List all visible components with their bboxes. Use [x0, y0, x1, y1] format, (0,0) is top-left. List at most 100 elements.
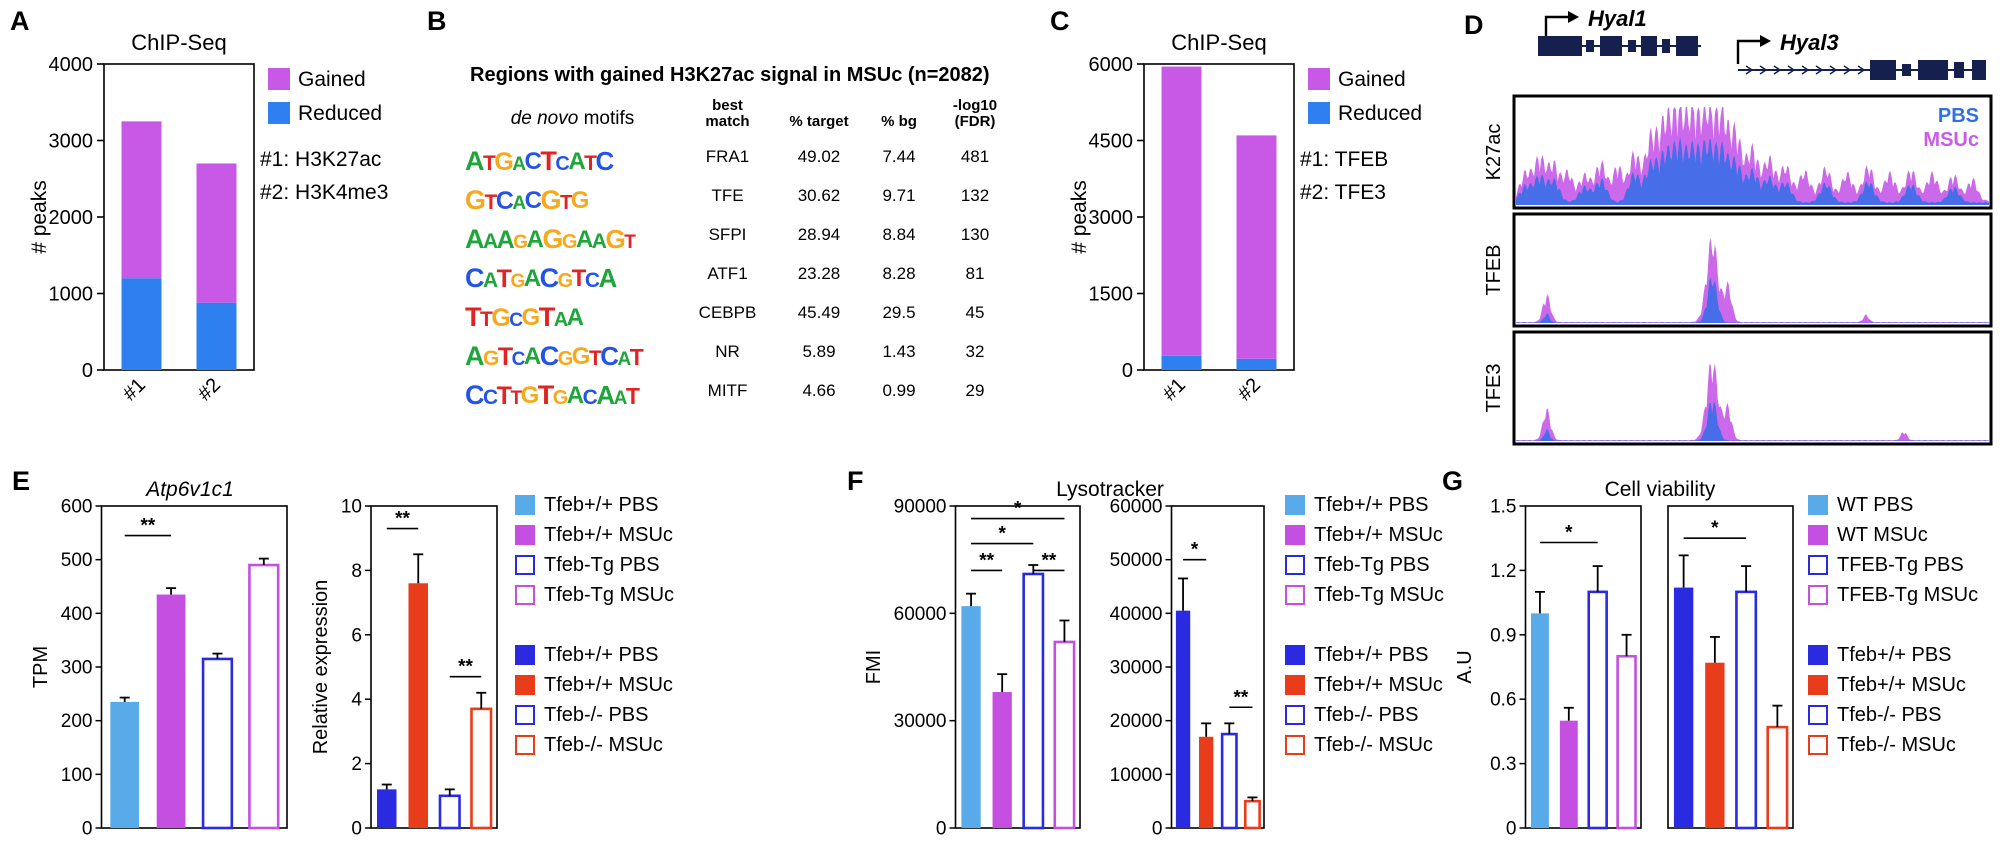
bar: [201, 657, 234, 830]
motif-fdr: 29: [965, 380, 985, 400]
motif-best-match: MITF: [707, 380, 748, 400]
fdr-header: -log10 (FDR): [952, 97, 998, 130]
legend-label: Tfeb+/+ PBS: [544, 493, 659, 516]
panel-a-label: A: [10, 6, 30, 36]
motif-best-match: TFE: [711, 185, 744, 205]
legend-item: Tfeb-Tg PBS: [1285, 550, 1444, 580]
legend-label: TFEB-Tg PBS: [1837, 553, 1964, 576]
motif-letter: G: [542, 223, 563, 254]
motif-pct-bg: 8.84: [882, 224, 916, 244]
y-tick-label: 60000: [894, 604, 947, 625]
legend-item: Tfeb+/+ MSUc: [1285, 520, 1444, 550]
y-axis-label: A.U: [1454, 650, 1476, 683]
chart-title: ChIP-Seq: [1171, 30, 1266, 55]
legend-label: WT MSUc: [1837, 523, 1928, 546]
bar: [1053, 640, 1076, 830]
legend-item: Tfeb-/- PBS: [1285, 700, 1444, 730]
legend-item: TFEB-Tg MSUc: [1808, 580, 1978, 610]
intron-arrow: [1773, 65, 1782, 75]
bar: [1243, 799, 1261, 830]
y-tick-label: 0.6: [1490, 690, 1516, 711]
legend-swatch: [1808, 525, 1828, 545]
y-tick-label: 4000: [49, 54, 94, 76]
motif-letter: C: [495, 186, 514, 215]
intron-arrow: [1829, 65, 1838, 75]
significance-label: **: [979, 550, 994, 571]
y-tick-label: 1.5: [1490, 497, 1516, 518]
track-legend-msuc: MSUc: [1923, 129, 1979, 151]
motif-letter: G: [494, 147, 513, 176]
motif-letter: A: [465, 340, 485, 371]
motif-letter: T: [540, 145, 557, 176]
motif-letter: G: [552, 387, 569, 410]
legend-label: TFEB-Tg MSUc: [1837, 583, 1979, 606]
gene-model-diagram: Hyal1 Hyal3: [1538, 6, 1986, 80]
motif-letter: T: [571, 265, 587, 293]
lysotracker-title: Lysotracker: [1056, 478, 1164, 501]
legend-swatch: [515, 675, 535, 695]
motif-letter: C: [483, 386, 498, 410]
motif-letter: A: [483, 230, 498, 254]
y-tick-label: 100: [61, 765, 93, 786]
motif-letter: C: [465, 262, 485, 293]
y-tick-label: 6: [351, 625, 362, 646]
motif-table-header: de novo motifs best match % target % bg -log…: [465, 98, 1025, 130]
legend-item: Tfeb-/- PBS: [515, 700, 674, 730]
legend-swatch: [1285, 675, 1305, 695]
motif-fdr: 32: [965, 341, 985, 361]
legend-item: Tfeb+/+ MSUc: [515, 670, 674, 700]
y-tick-label: 3000: [49, 131, 94, 153]
legend-item: TFEB-Tg PBS: [1808, 550, 1978, 580]
legend-swatch: [1308, 68, 1330, 90]
y-tick-label: 40000: [1110, 604, 1163, 625]
legend-swatch: [1808, 735, 1828, 755]
motif-best-match: FRA1: [705, 146, 750, 166]
bar: [1530, 613, 1549, 828]
legend-group: Tfeb+/+ PBS Tfeb+/+ MSUc Tfeb-/- PBS Tfeb-/…: [1808, 640, 1978, 760]
x-category-label: #1: [119, 374, 150, 405]
motif-letter: A: [575, 226, 593, 254]
motif-letter: G: [520, 382, 540, 410]
bar: [1022, 572, 1045, 830]
atp6v1c1-title: Atp6v1c1: [146, 478, 234, 501]
motif-letter: A: [596, 379, 615, 410]
legend-swatch: [515, 645, 535, 665]
best-match-header: best match: [705, 97, 750, 130]
motif-letter: C: [600, 340, 619, 371]
legend-swatch: [515, 705, 535, 725]
legend-swatch: [1285, 555, 1305, 575]
legend-label: Tfeb-/- MSUc: [1837, 733, 1956, 756]
legend-label: Tfeb-Tg PBS: [544, 553, 660, 576]
track-label: TFE3: [1483, 364, 1505, 413]
exon-box: [1870, 60, 1896, 80]
legend-swatch: [1808, 645, 1828, 665]
motif-fdr: 45: [965, 302, 985, 322]
exon-box: [1586, 40, 1594, 52]
y-tick-label: 4: [351, 690, 362, 711]
chart-note: #2: TFE3: [1300, 181, 1386, 204]
motif-pct-target: 4.66: [802, 380, 836, 400]
y-axis-label: # peaks: [1068, 180, 1091, 254]
motif-pct-target: 23.28: [797, 263, 841, 283]
legend-item: Tfeb-/- MSUc: [1808, 730, 1978, 760]
legend-label: Tfeb+/+ PBS: [1837, 643, 1952, 666]
legend-swatch: [515, 585, 535, 605]
motif-letter: T: [624, 232, 636, 254]
motif-letter: C: [524, 187, 542, 215]
motif-letter: T: [465, 301, 482, 332]
legend-swatch: [268, 102, 290, 124]
motif-letter: G: [491, 303, 510, 332]
bar: [1705, 662, 1725, 828]
motif-letter: A: [566, 382, 584, 410]
y-tick-label: 0.9: [1490, 625, 1516, 646]
bar: [1587, 590, 1608, 830]
legend-item: Tfeb-/- MSUc: [1285, 730, 1444, 760]
bar: [1175, 610, 1191, 828]
chart-note: #1: TFEB: [1300, 148, 1388, 171]
bar: [1220, 732, 1238, 830]
motif-pct-target: 30.62: [797, 185, 841, 205]
y-tick-label: 0: [82, 360, 93, 382]
